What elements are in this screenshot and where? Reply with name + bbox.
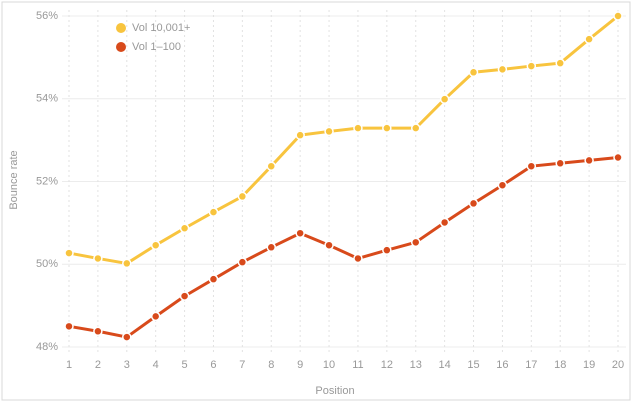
data-point	[150, 311, 161, 322]
x-tick-label: 16	[496, 359, 508, 371]
x-tick-label: 17	[525, 359, 537, 371]
data-point	[382, 245, 392, 255]
x-tick-label: 12	[381, 359, 393, 371]
y-axis-title: Bounce rate	[8, 150, 20, 209]
y-tick-label: 50%	[36, 258, 58, 270]
data-point	[613, 152, 623, 163]
x-tick-label: 3	[124, 359, 130, 371]
y-tick-label: 52%	[36, 175, 58, 187]
x-tick-label: 9	[297, 359, 303, 371]
data-point	[353, 123, 363, 133]
data-point	[295, 130, 305, 140]
x-tick-label: 1	[66, 359, 72, 371]
data-point	[295, 228, 305, 238]
x-tick-label: 10	[323, 359, 335, 371]
data-point	[150, 240, 161, 250]
data-point	[64, 321, 74, 332]
data-point	[555, 58, 565, 68]
data-point	[64, 248, 74, 258]
data-point	[468, 67, 479, 78]
data-point	[122, 332, 132, 342]
x-tick-label: 15	[467, 359, 479, 371]
data-point	[179, 291, 190, 301]
x-tick-label: 4	[153, 359, 159, 371]
data-point	[468, 198, 479, 209]
y-tick-label: 54%	[36, 93, 58, 105]
data-point	[410, 123, 421, 133]
x-tick-label: 20	[612, 359, 624, 371]
data-point	[122, 258, 132, 269]
data-point	[555, 158, 565, 169]
x-tick-label: 19	[583, 359, 595, 371]
data-point	[324, 240, 334, 250]
x-tick-label: 8	[268, 359, 274, 371]
data-point	[497, 64, 508, 75]
frame	[1, 1, 631, 401]
data-point	[266, 161, 277, 171]
data-point	[93, 326, 103, 337]
data-point	[584, 155, 594, 166]
data-point	[497, 180, 508, 190]
data-point	[324, 126, 334, 137]
data-point	[439, 217, 450, 228]
x-tick-label: 5	[182, 359, 188, 371]
x-tick-label: 18	[554, 359, 566, 371]
data-point	[208, 207, 219, 217]
data-point	[526, 161, 537, 171]
data-point	[266, 242, 277, 253]
data-point	[382, 123, 392, 133]
data-point	[353, 253, 363, 264]
legend-label: Vol 1–100	[132, 41, 181, 53]
data-point	[584, 34, 594, 44]
series-line	[68, 14, 619, 265]
x-tick-label: 13	[410, 359, 422, 371]
legend-marker	[116, 23, 126, 33]
data-point	[526, 61, 537, 71]
x-tick-label: 11	[352, 359, 363, 371]
data-point	[410, 237, 421, 248]
data-point	[613, 11, 623, 21]
data-point	[237, 191, 248, 202]
data-point	[237, 257, 248, 267]
x-tick-label: 7	[239, 359, 245, 371]
x-axis-title: Position	[315, 385, 354, 397]
data-point	[93, 253, 103, 264]
y-tick-label: 56%	[36, 10, 58, 22]
data-point	[439, 94, 450, 104]
y-tick-label: 48%	[36, 341, 58, 353]
data-point	[208, 274, 219, 284]
x-tick-label: 14	[439, 359, 451, 371]
series-line	[68, 156, 619, 339]
legend-marker	[116, 42, 126, 52]
data-point	[179, 223, 190, 234]
x-tick-label: 6	[210, 359, 216, 371]
legend-label: Vol 10,001+	[132, 22, 190, 34]
x-tick-label: 2	[95, 359, 101, 371]
